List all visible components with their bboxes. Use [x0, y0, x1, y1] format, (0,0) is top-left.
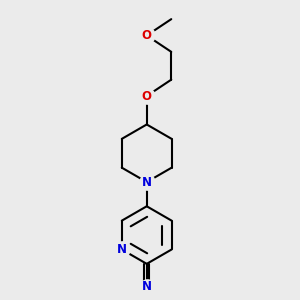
- Text: O: O: [142, 89, 152, 103]
- Text: O: O: [142, 29, 152, 42]
- Text: N: N: [117, 243, 127, 256]
- Text: N: N: [142, 280, 152, 293]
- Text: N: N: [142, 176, 152, 189]
